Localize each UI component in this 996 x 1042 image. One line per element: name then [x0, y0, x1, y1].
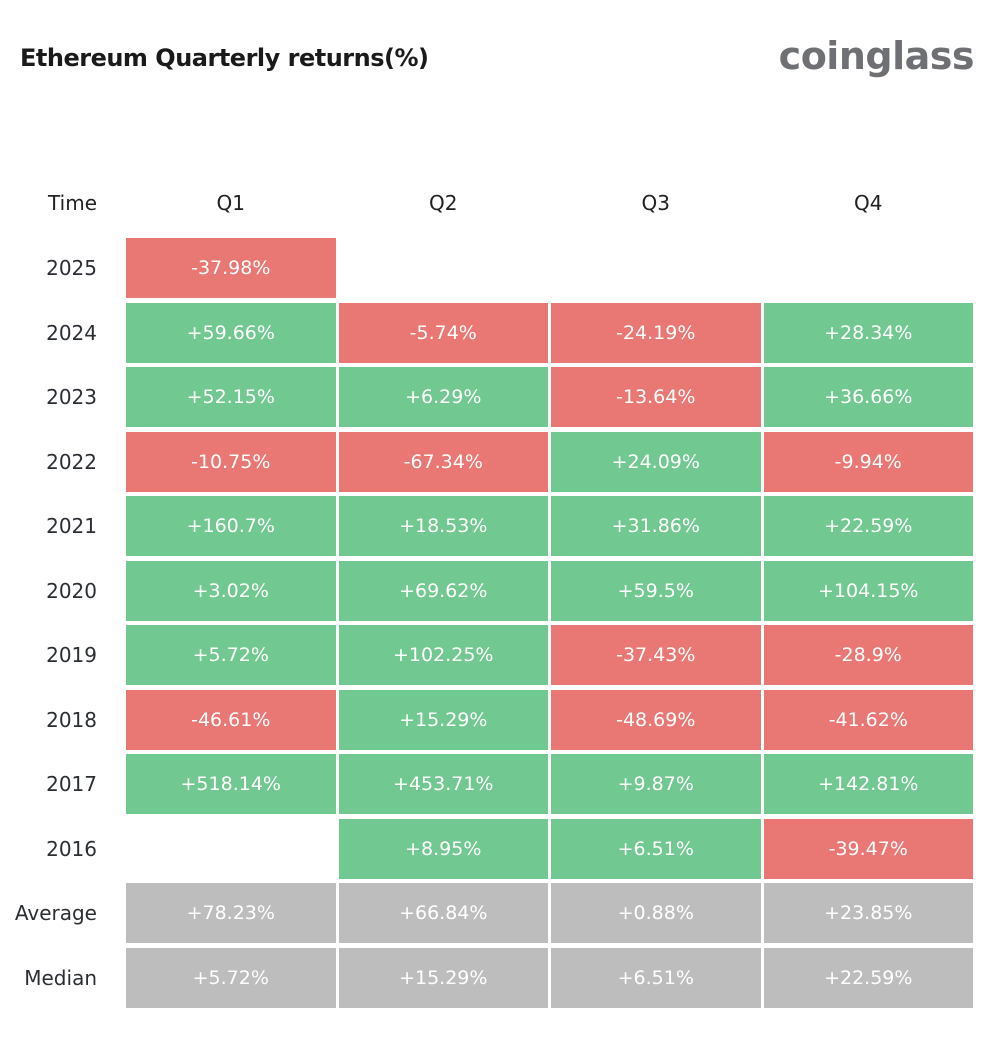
- empty-cell: [339, 238, 549, 298]
- empty-cell: [551, 238, 761, 298]
- return-cell: +6.29%: [338, 367, 548, 427]
- return-cell: +104.15%: [763, 560, 973, 621]
- row-label: Average: [14, 901, 97, 925]
- return-cell: -48.69%: [551, 689, 761, 750]
- return-cell: -46.61%: [126, 689, 336, 750]
- row-label: 2024: [46, 320, 97, 345]
- row-label: 2025: [46, 256, 97, 280]
- return-cell: -41.62%: [763, 689, 973, 750]
- empty-cell: [126, 819, 336, 879]
- return-cell: +18.53%: [338, 496, 548, 556]
- summary-cell: +22.59%: [763, 947, 973, 1008]
- row-label: 2018: [46, 707, 97, 732]
- return-cell: +52.15%: [126, 367, 336, 427]
- return-cell: +36.66%: [763, 367, 973, 427]
- empty-cell: [764, 238, 974, 298]
- header-q1: Q1: [216, 191, 245, 215]
- returns-table: 2025 -37.98% 2024 +59.66% -5.74% -24.19% +28.3…: [0, 238, 973, 1008]
- return-cell: +3.02%: [126, 560, 336, 621]
- return-cell: +6.51%: [551, 818, 761, 879]
- return-cell: +5.72%: [126, 625, 336, 685]
- return-cell: +22.59%: [763, 496, 973, 556]
- return-cell: +24.09%: [551, 431, 761, 492]
- return-cell: -5.74%: [338, 302, 548, 363]
- summary-cell: +6.51%: [551, 947, 761, 1008]
- row-label: 2022: [46, 449, 97, 474]
- summary-cell: +66.84%: [338, 883, 548, 943]
- row-label: 2020: [46, 578, 97, 603]
- return-cell: +8.95%: [338, 818, 548, 879]
- return-cell: +28.34%: [763, 302, 973, 363]
- return-cell: -9.94%: [763, 431, 973, 492]
- row-label: 2016: [46, 836, 97, 861]
- chart-title: Ethereum Quarterly returns(%): [20, 44, 429, 72]
- return-cell: +15.29%: [338, 689, 548, 750]
- summary-cell: +5.72%: [126, 947, 336, 1008]
- return-cell: +59.66%: [126, 302, 336, 363]
- coinglass-logo: coinglass: [778, 34, 975, 78]
- return-cell: -13.64%: [551, 367, 761, 427]
- header-q3: Q3: [641, 191, 670, 215]
- summary-cell: +0.88%: [551, 883, 761, 943]
- return-cell: +59.5%: [551, 560, 761, 621]
- return-cell: -28.9%: [763, 625, 973, 685]
- return-cell: +69.62%: [338, 560, 548, 621]
- row-label: 2017: [46, 772, 97, 796]
- header-q2: Q2: [429, 191, 458, 215]
- return-cell: -37.98%: [126, 238, 336, 298]
- return-cell: -24.19%: [551, 302, 761, 363]
- summary-cell: +15.29%: [338, 947, 548, 1008]
- return-cell: -67.34%: [338, 431, 548, 492]
- row-label: Median: [24, 965, 97, 990]
- return-cell: +31.86%: [551, 496, 761, 556]
- return-cell: -37.43%: [551, 625, 761, 685]
- header-time: Time: [48, 191, 97, 215]
- return-cell: +9.87%: [551, 754, 761, 814]
- row-label: 2021: [46, 514, 97, 538]
- table-header: Time Q1 Q2 Q3 Q4: [0, 188, 973, 218]
- summary-cell: +23.85%: [763, 883, 973, 943]
- return-cell: +453.71%: [338, 754, 548, 814]
- row-label: 2019: [46, 643, 97, 667]
- header-q4: Q4: [854, 191, 883, 215]
- summary-cell: +78.23%: [126, 883, 336, 943]
- row-label: 2023: [46, 385, 97, 409]
- return-cell: -39.47%: [763, 818, 973, 879]
- return-cell: +518.14%: [126, 754, 336, 814]
- return-cell: +102.25%: [338, 625, 548, 685]
- return-cell: +142.81%: [763, 754, 973, 814]
- return-cell: +160.7%: [126, 496, 336, 556]
- return-cell: -10.75%: [126, 431, 336, 492]
